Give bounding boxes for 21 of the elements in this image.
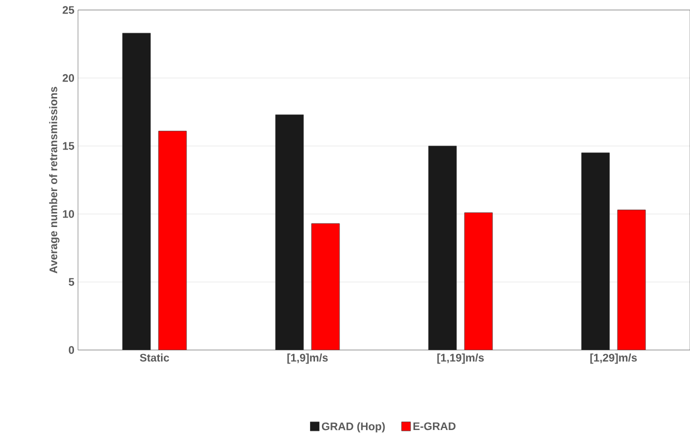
bar — [617, 210, 646, 350]
y-tick-label: 0 — [68, 346, 74, 354]
x-tick-label: [1,9]m/s — [287, 354, 328, 364]
bar — [581, 152, 610, 350]
y-tick-label: 25 — [62, 6, 74, 14]
bar — [158, 130, 187, 350]
legend-label: GRAD (Hop) — [322, 422, 385, 432]
bar — [311, 223, 340, 350]
bar — [275, 114, 304, 350]
x-tick-label: Static — [140, 354, 170, 362]
x-tick-label: [1,19]m/s — [437, 354, 484, 364]
bar — [122, 32, 151, 350]
y-tick-label: 5 — [68, 278, 74, 286]
y-tick-label: 20 — [62, 74, 74, 82]
x-tick-label: [1,29]m/s — [590, 354, 637, 364]
y-tick-label: 15 — [62, 142, 74, 150]
y-tick-label: 10 — [62, 210, 74, 218]
bar — [428, 146, 457, 350]
y-axis-title: Average number of retransmissions — [49, 86, 60, 274]
legend-label: E-GRAD — [413, 422, 456, 430]
bar — [464, 212, 493, 350]
